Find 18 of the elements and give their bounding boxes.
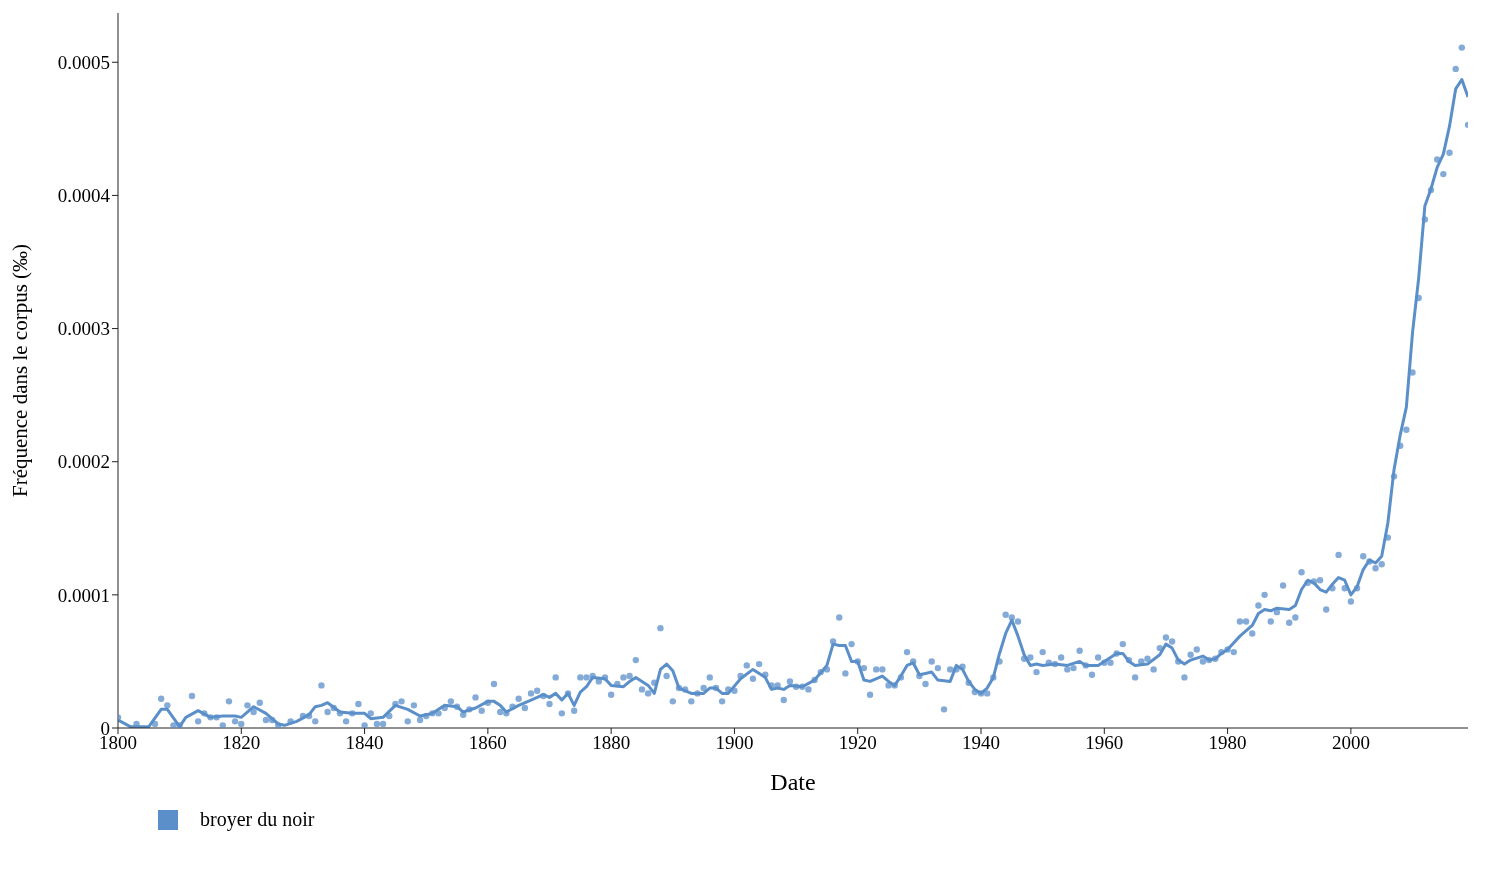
x-tick-label: 1860 [468,732,507,754]
x-tick-label: 1820 [222,732,261,754]
y-tick-label: 0.0003 [57,318,110,340]
y-tick-label: 0.0001 [57,584,110,606]
x-tick-label: 1840 [345,732,384,754]
x-tick-label: 1960 [1085,732,1124,754]
x-axis-title: Date [770,769,816,795]
y-tick-label: 0.0002 [57,451,110,473]
x-tick-label: 1880 [592,732,631,754]
y-tick-label: 0.0004 [57,185,111,207]
x-tick-label: 2000 [1331,732,1370,754]
x-tick-label: 1940 [962,732,1001,754]
y-axis-title: Fréquence dans le corpus (‰) [8,243,33,498]
x-tick-label: 1980 [1208,732,1247,754]
y-tick-label: 0.0005 [57,52,110,74]
legend-label: broyer du noir [200,808,315,831]
x-tick-label: 1920 [838,732,877,754]
x-tick-label: 1900 [715,732,754,754]
